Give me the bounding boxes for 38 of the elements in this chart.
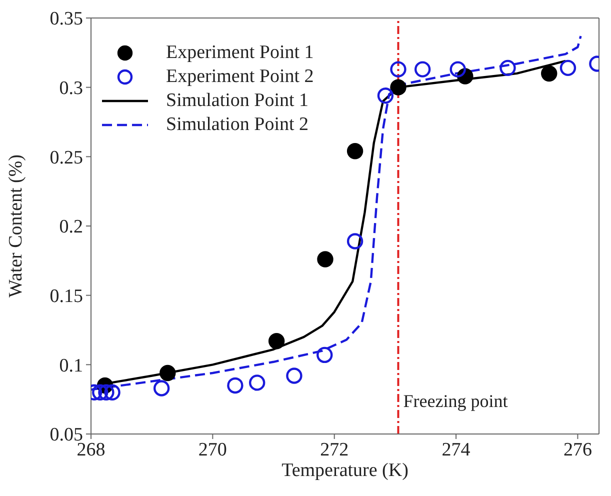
point — [268, 332, 285, 350]
point — [346, 143, 364, 160]
point — [98, 384, 114, 400]
point — [227, 377, 244, 394]
point — [541, 65, 558, 82]
point — [160, 364, 176, 382]
point — [450, 61, 466, 78]
y-axis-title: Water Content (%) — [6, 154, 27, 298]
point — [104, 384, 120, 400]
y-tick-label: 0.2 — [59, 216, 83, 238]
point — [346, 233, 364, 250]
y-tick-label: 0.1 — [59, 355, 83, 376]
legend-label: Experiment Point 1 — [166, 41, 314, 65]
point — [500, 60, 516, 76]
point — [414, 61, 431, 78]
point — [390, 79, 406, 96]
point — [153, 380, 170, 396]
y-tick-label: 0.35 — [50, 8, 83, 30]
point — [390, 61, 406, 78]
point — [560, 60, 576, 76]
y-tick-label: 0.15 — [50, 286, 83, 308]
legend-label: Simulation Point 1 — [166, 89, 309, 113]
point — [286, 368, 302, 384]
y-tick-label: 0.25 — [50, 147, 83, 168]
x-tick-label: 274 — [442, 439, 471, 460]
x-tick-label: 272 — [320, 439, 349, 460]
x-axis-title: Temperature (K) — [282, 460, 408, 481]
y-tick-label: 0.3 — [59, 78, 83, 100]
point — [92, 384, 108, 400]
legend-label: Experiment Point 2 — [166, 65, 314, 89]
point — [316, 346, 333, 364]
point — [317, 251, 334, 268]
x-tick-label: 270 — [198, 439, 227, 460]
point — [377, 88, 394, 104]
ref-line-label: Freezing point — [403, 391, 508, 411]
legend-label: Simulation Point 2 — [166, 113, 309, 137]
point — [248, 374, 266, 391]
x-tick-label: 276 — [563, 439, 592, 460]
